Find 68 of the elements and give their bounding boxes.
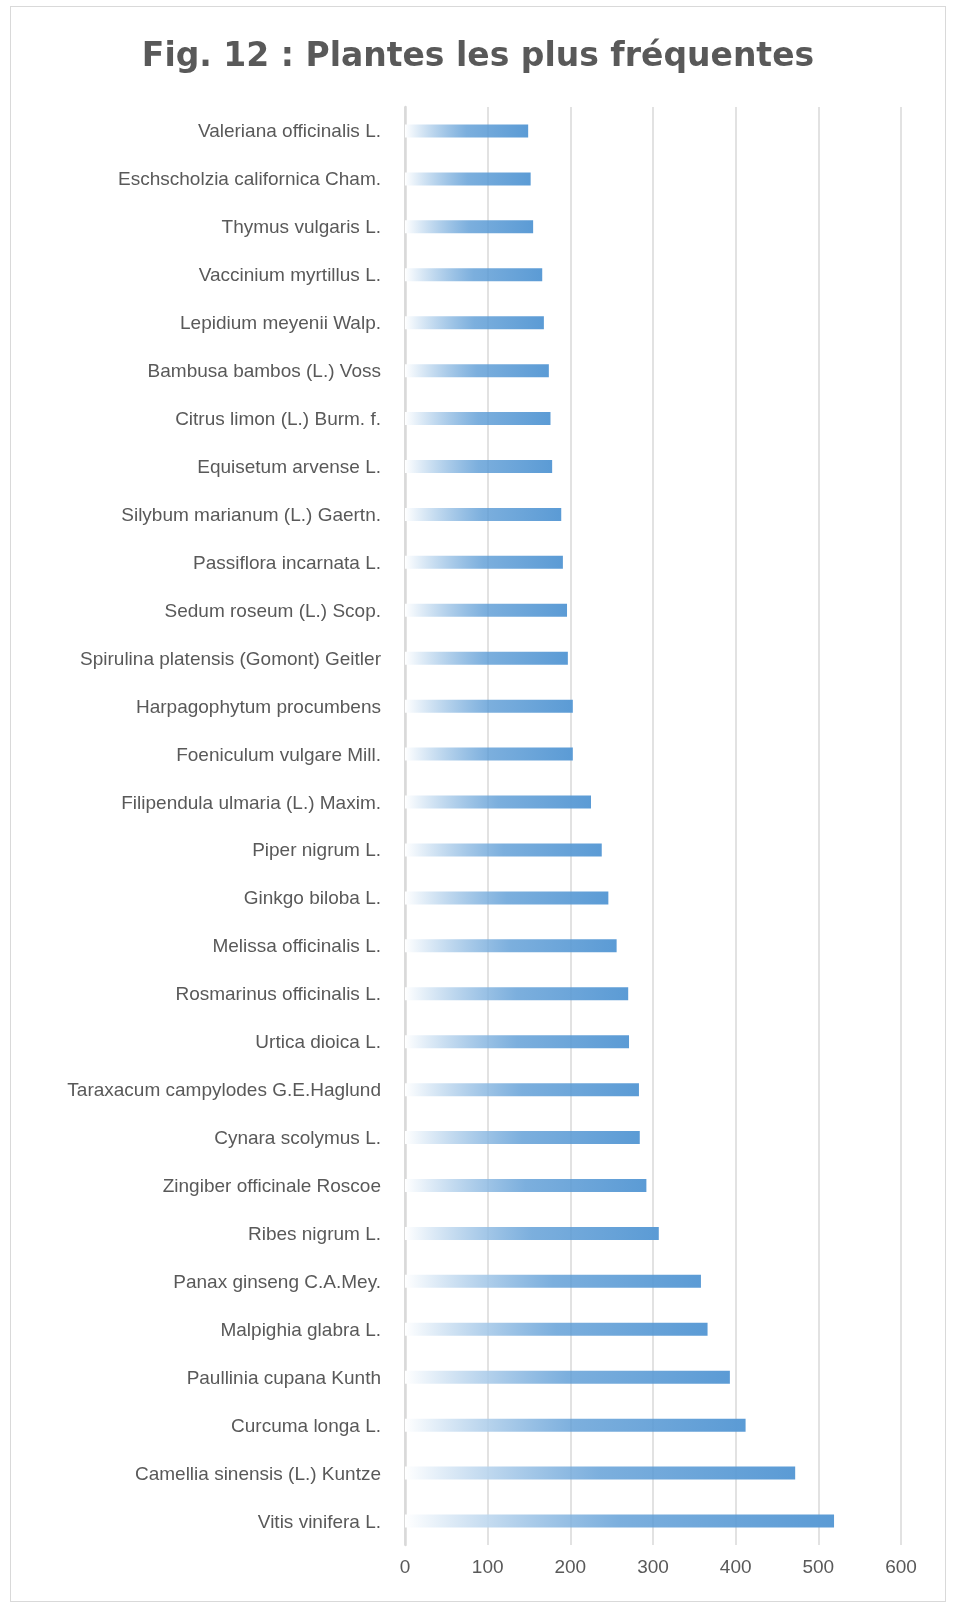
chart-title: Fig. 12 : Plantes les plus fréquentes [141,35,815,74]
y-tick-label: Spirulina platensis (Gomont) Geitler [80,647,382,669]
y-tick-label: Panax ginseng C.A.Mey. [173,1270,381,1292]
y-tick-label: Zingiber officinale Roscoe [162,1175,381,1196]
y-tick-label: Curcuma longa L. [231,1414,381,1436]
y-tick-label: Rosmarinus officinalis L. [175,983,381,1005]
y-tick-label: Equisetum arvense L. [197,456,381,477]
bar [405,1322,708,1336]
y-tick-label: Citrus limon (L.) Burm. f. [175,408,381,430]
bar [405,747,573,761]
x-tick-label: 400 [719,1556,752,1577]
y-tick-label: Foeniculum vulgare Mill. [176,743,381,765]
bar [405,1131,640,1145]
y-tick-label: Piper nigrum L. [252,839,381,861]
bar [405,1083,639,1097]
bar [405,364,549,378]
bar [405,268,543,282]
bar [405,220,534,234]
x-tick-label: 500 [802,1556,835,1577]
y-tick-label: Paullinia cupana Kunth [186,1366,381,1388]
y-tick-label: Silybum marianum (L.) Gaertn. [121,503,381,525]
bar [405,843,602,857]
y-tick-label: Vaccinium myrtillus L. [198,264,381,286]
bar [405,603,568,617]
y-tick-label: Ginkgo biloba L. [243,887,381,909]
bar [405,987,629,1001]
bar [405,316,544,330]
y-tick-label: Bambusa bambos (L.) Voss [147,360,381,382]
bar [405,460,553,473]
bar [405,124,529,138]
bar [405,939,617,953]
y-tick-label: Melissa officinalis L. [212,935,381,957]
y-tick-label: Vitis vinifera L. [257,1510,381,1532]
y-tick-label: Camellia sinensis (L.) Kuntze [134,1462,381,1484]
bar [405,651,568,665]
y-tick-label: Urtica dioica L. [255,1031,381,1053]
x-tick-label: 100 [471,1556,504,1577]
y-tick-label: Filipendula ulmaria (L.) Maxim. [121,791,381,813]
bar [405,1514,835,1528]
y-tick-label: Cynara scolymus L. [214,1127,381,1149]
x-tick-label: 0 [399,1556,411,1577]
bar [405,891,609,905]
bar [405,1226,659,1240]
bar [405,1035,630,1049]
bar [405,795,591,809]
y-tick-label: Taraxacum campylodes G.E.Haglund [67,1079,381,1101]
y-tick-label: Ribes nigrum L. [247,1222,381,1244]
y-tick-label: Eschscholzia californica Cham. [118,168,381,190]
y-tick-label: Passiflora incarnata L. [193,551,381,573]
bar [405,172,531,186]
bar [405,1179,647,1192]
bar [405,555,563,569]
x-tick-label: 200 [554,1556,587,1577]
y-tick-label: Valeriana officinalis L. [197,120,381,142]
bar [405,1466,796,1480]
y-tick-label: Malpighia glabra L. [220,1318,381,1340]
bar [405,1418,746,1432]
y-tick-label: Thymus vulgaris L. [221,216,381,238]
bar [405,412,551,426]
bar [405,1274,701,1288]
bar [405,507,562,521]
bar [405,699,573,713]
x-tick-label: 300 [637,1556,669,1577]
y-tick-label: Lepidium meyenii Walp. [180,312,381,334]
y-tick-label: Sedum roseum (L.) Scop. [164,599,381,621]
bar [405,1370,730,1384]
x-tick-label: 600 [885,1556,917,1577]
y-tick-label: Harpagophytum procumbens [135,695,381,717]
